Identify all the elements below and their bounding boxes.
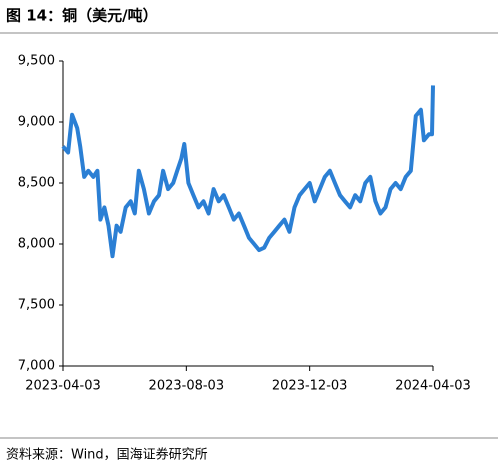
y-tick-label: 9,500 <box>18 54 55 69</box>
x-tick-label: 2023-08-03 <box>149 379 225 394</box>
y-tick-label: 8,500 <box>18 176 55 191</box>
source: 资料来源：Wind，国海证券研究所 <box>6 447 208 463</box>
y-tick-label: 7,500 <box>18 298 55 313</box>
y-tick-label: 9,000 <box>18 115 55 130</box>
x-tick-label: 2023-12-03 <box>272 379 348 394</box>
y-tick-label: 8,000 <box>18 237 55 252</box>
x-tick-label: 2023-04-03 <box>25 379 101 394</box>
chart-title: 图 14：铜（美元/吨） <box>6 7 158 25</box>
x-tick-label: 2024-04-03 <box>395 379 471 394</box>
y-tick-label: 7,000 <box>18 359 55 374</box>
price-line <box>61 85 435 259</box>
